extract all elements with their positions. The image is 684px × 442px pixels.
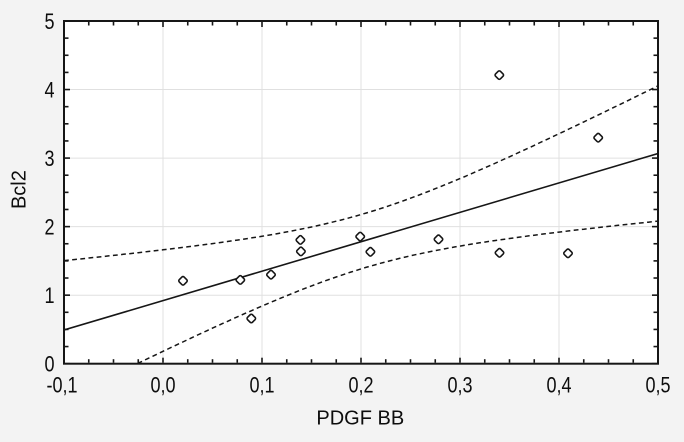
svg-text:5: 5	[44, 10, 54, 34]
svg-text:-0,1: -0,1	[46, 374, 77, 398]
svg-text:1: 1	[44, 285, 54, 309]
svg-text:2: 2	[44, 216, 54, 240]
svg-text:4: 4	[44, 79, 54, 103]
svg-text:0,4: 0,4	[546, 374, 571, 398]
svg-text:PDGF BB: PDGF BB	[316, 408, 404, 430]
svg-text:0,3: 0,3	[447, 374, 472, 398]
svg-text:0,0: 0,0	[150, 374, 175, 398]
svg-text:3: 3	[44, 147, 54, 171]
svg-text:0: 0	[44, 353, 54, 377]
svg-text:0,5: 0,5	[645, 374, 670, 398]
svg-text:Bcl2: Bcl2	[9, 170, 31, 209]
svg-text:0,2: 0,2	[348, 374, 373, 398]
svg-text:0,1: 0,1	[249, 374, 274, 398]
